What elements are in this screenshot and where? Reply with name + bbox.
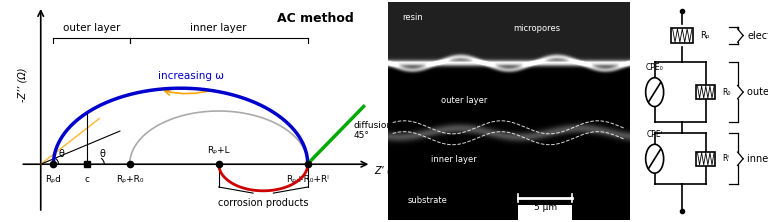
Text: outer layer: outer layer [747, 87, 768, 97]
Text: θ: θ [58, 149, 65, 159]
Bar [671, 28, 694, 43]
Text: micropores: micropores [514, 24, 561, 33]
Text: CPEᴵ: CPEᴵ [647, 130, 663, 139]
Text: Rₚ+R₀: Rₚ+R₀ [116, 175, 144, 184]
Text: diffusion
45°: diffusion 45° [353, 121, 392, 141]
Circle shape [646, 144, 664, 173]
Bar [696, 152, 716, 166]
Text: -Z’’ (Ω): -Z’’ (Ω) [18, 68, 28, 102]
Text: corrosion products: corrosion products [218, 198, 309, 208]
Text: Rₚ: Rₚ [700, 31, 710, 40]
Bar [518, 204, 571, 220]
Text: θ: θ [99, 149, 105, 159]
Text: Rₚ+R₀+Rᴵ: Rₚ+R₀+Rᴵ [286, 175, 329, 184]
Text: AC method: AC method [276, 12, 353, 25]
Text: Rᴵ: Rᴵ [723, 154, 729, 163]
Text: increasing ω: increasing ω [157, 71, 223, 81]
Text: inner layer: inner layer [432, 155, 477, 164]
Text: substrate: substrate [407, 196, 447, 204]
Text: inner layer: inner layer [190, 24, 247, 34]
Text: outer layer: outer layer [441, 96, 488, 105]
Text: resin: resin [402, 13, 423, 22]
Text: CPE₀: CPE₀ [646, 63, 664, 72]
Text: electrolyte: electrolyte [747, 30, 768, 41]
Text: Rₚ+L: Rₚ+L [207, 146, 230, 155]
Bar [696, 85, 716, 99]
Text: outer layer: outer layer [63, 24, 121, 34]
Text: Z’ (Ω): Z’ (Ω) [374, 165, 402, 175]
Text: 5 μm: 5 μm [534, 203, 557, 212]
Text: R₀: R₀ [723, 88, 731, 97]
Text: c: c [84, 175, 89, 184]
Text: inner layer: inner layer [747, 154, 768, 164]
Text: Rₚd: Rₚd [45, 175, 61, 184]
Circle shape [646, 78, 664, 107]
